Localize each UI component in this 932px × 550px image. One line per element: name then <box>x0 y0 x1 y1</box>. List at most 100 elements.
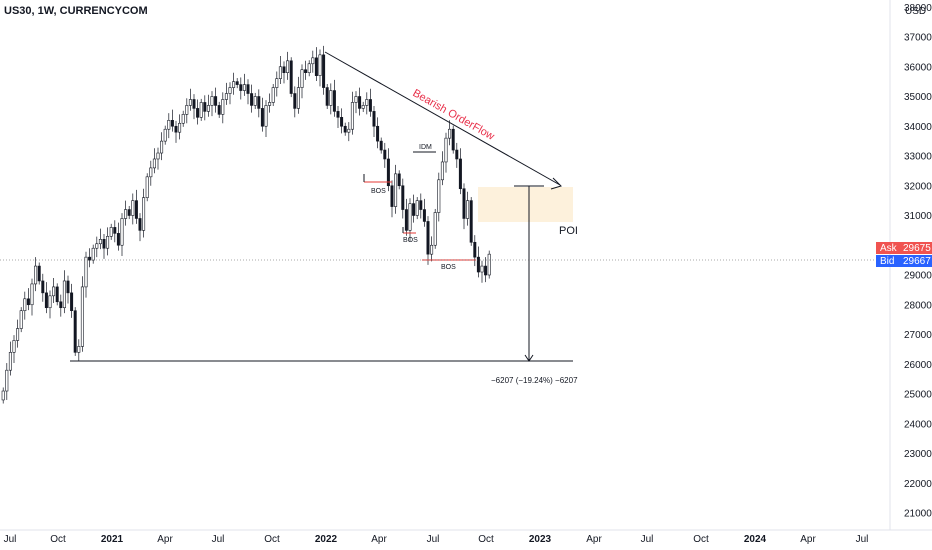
candle-down <box>401 185 405 210</box>
candle-up <box>160 140 164 154</box>
candle-down <box>390 185 394 207</box>
price-tick-label: 33000 <box>904 152 932 163</box>
candle-down <box>88 256 92 261</box>
candle-down <box>41 280 45 294</box>
time-axis[interactable]: Jul Oct 2021 Apr Jul Oct 2022 Apr Jul Oct 2023 Apr J… <box>4 534 869 545</box>
candle-up <box>156 152 160 160</box>
candle-up <box>415 200 419 216</box>
candle-down <box>358 96 362 109</box>
candle-up <box>188 99 192 106</box>
candle-up <box>365 99 369 106</box>
candle-down <box>473 241 477 258</box>
price-tick-label: 36000 <box>904 62 932 73</box>
candle-up <box>106 236 110 249</box>
candle-down <box>260 108 264 127</box>
candle-down <box>282 66 286 73</box>
candle-up <box>271 87 275 103</box>
candle-down <box>314 57 318 76</box>
candle-down <box>376 125 380 142</box>
candle-up <box>185 105 189 115</box>
poi-label: POI <box>559 225 578 237</box>
price-tick-label: 23000 <box>904 449 932 460</box>
time-tick-label: Apr <box>157 534 173 545</box>
candle-up <box>448 128 452 139</box>
candle-up <box>199 102 203 118</box>
price-tick-label: 22000 <box>904 479 932 490</box>
candle-up <box>347 128 351 133</box>
candle-down <box>55 286 59 303</box>
svg-text:Bid: Bid <box>880 256 894 267</box>
candle-up <box>142 197 146 231</box>
price-tick-label: 35000 <box>904 92 932 103</box>
candle-up <box>278 66 282 79</box>
candle-up <box>275 78 279 88</box>
symbol-title[interactable]: US30, 1W, CURRENCYCOM <box>4 5 148 17</box>
candle-down <box>372 111 376 127</box>
candle-down <box>322 54 326 88</box>
candle-up <box>466 200 470 219</box>
bos-label-3: BOS <box>441 264 456 271</box>
time-tick-label: Jul <box>4 534 17 545</box>
price-tick-label: 34000 <box>904 122 932 133</box>
candle-down <box>44 292 48 309</box>
candle-down <box>174 125 178 133</box>
price-tick-label: 28000 <box>904 300 932 311</box>
candle-up <box>206 105 210 112</box>
candle-up <box>437 179 441 213</box>
time-tick-label: Jul <box>212 534 225 545</box>
candle-up <box>95 243 99 249</box>
candle-up <box>30 283 34 306</box>
candle-down <box>102 239 106 249</box>
candles <box>1 45 491 404</box>
candle-down <box>59 301 63 309</box>
candle-up <box>221 99 225 115</box>
candle-down <box>304 69 308 73</box>
candle-down <box>127 209 131 216</box>
candle-up <box>52 286 56 297</box>
candle-down <box>455 149 459 160</box>
candle-up <box>361 105 365 109</box>
candle-down <box>340 117 344 127</box>
candle-down <box>116 233 120 246</box>
candle-up <box>19 310 23 329</box>
candle-up <box>408 203 412 231</box>
candle-up <box>1 390 5 401</box>
trendline-arrowhead <box>550 177 562 190</box>
time-tick-label: Oct <box>693 534 709 545</box>
candle-down <box>203 102 207 112</box>
time-tick-label: Jul <box>856 534 869 545</box>
candle-down <box>336 111 340 118</box>
candle-down <box>343 125 347 133</box>
candle-up <box>430 244 434 255</box>
candle-down <box>37 265 41 282</box>
candle-up <box>8 352 12 371</box>
time-tick-label: Jul <box>427 534 440 545</box>
candle-down <box>214 96 218 106</box>
time-tick-label: Apr <box>371 534 387 545</box>
svg-text:29667: 29667 <box>903 256 931 267</box>
candle-up <box>394 173 398 207</box>
candle-down <box>192 99 196 109</box>
candle-up <box>440 161 444 181</box>
bearish-trendline[interactable] <box>324 51 561 186</box>
candle-down <box>66 280 70 294</box>
time-tick-label: Oct <box>478 534 494 545</box>
time-tick-label: 2021 <box>101 534 124 545</box>
candle-up <box>109 227 113 237</box>
poi-zone[interactable] <box>478 187 573 222</box>
candle-down <box>113 227 117 234</box>
svg-text:Ask: Ask <box>880 243 898 254</box>
time-tick-label: 2024 <box>744 534 767 545</box>
candle-down <box>426 221 430 255</box>
candle-down <box>134 200 138 219</box>
candle-down <box>289 60 293 94</box>
candle-up <box>354 96 358 103</box>
candle-down <box>73 310 77 353</box>
candle-up <box>91 247 95 261</box>
candle-up <box>124 209 128 219</box>
price-tick-label: 27000 <box>904 330 932 341</box>
candle-up <box>62 280 66 309</box>
price-tick-label: 24000 <box>904 419 932 430</box>
candle-up <box>80 286 84 347</box>
